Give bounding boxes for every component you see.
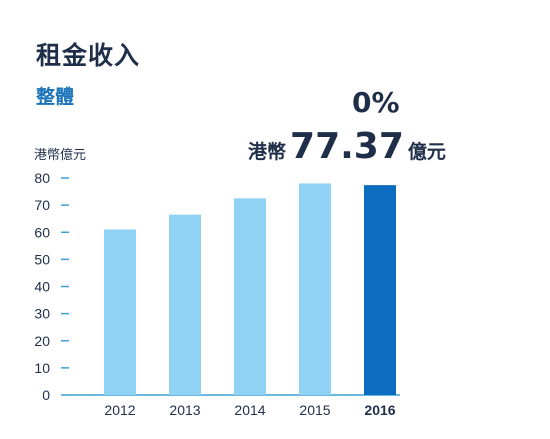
x-tick-label-2014: 2014: [234, 402, 265, 418]
change-percent: 0%: [352, 86, 400, 119]
y-tick-label: 30: [34, 306, 50, 322]
y-tick-label: 60: [34, 224, 50, 240]
headline-value: 港幣 77.37 億元: [248, 126, 446, 167]
bar-2013: [169, 214, 201, 395]
x-tick-label-2012: 2012: [104, 402, 135, 418]
bar-2012: [104, 229, 136, 395]
chart-title: 租金收入: [36, 41, 141, 70]
y-tick-label: 50: [34, 251, 50, 267]
y-axis-label: 港幣億元: [34, 148, 87, 163]
headline-currency: 港幣: [248, 141, 287, 163]
y-tick-label: 20: [34, 333, 50, 349]
y-tick-label: 80: [34, 170, 50, 186]
y-tick-label: 10: [34, 360, 50, 376]
y-tick-label: 40: [34, 279, 50, 295]
bars: [104, 183, 396, 395]
y-axis: 0 10 20 30 40 50 60 70 80: [34, 170, 400, 403]
y-tick-label: 0: [42, 387, 50, 403]
chart-subtitle: 整體: [36, 86, 75, 108]
x-axis-ticks: 2012 2013 2014 2015 2016: [104, 402, 395, 418]
x-tick-label-2016: 2016: [364, 402, 395, 418]
headline-unit: 億元: [407, 141, 446, 163]
headline-amount: 77.37: [290, 126, 404, 167]
bar-2016: [364, 185, 396, 395]
x-tick-label-2013: 2013: [169, 402, 200, 418]
bar-2014: [234, 198, 266, 395]
bar-2015: [299, 183, 331, 395]
y-tick-label: 70: [34, 197, 50, 213]
x-tick-label-2015: 2015: [299, 402, 330, 418]
